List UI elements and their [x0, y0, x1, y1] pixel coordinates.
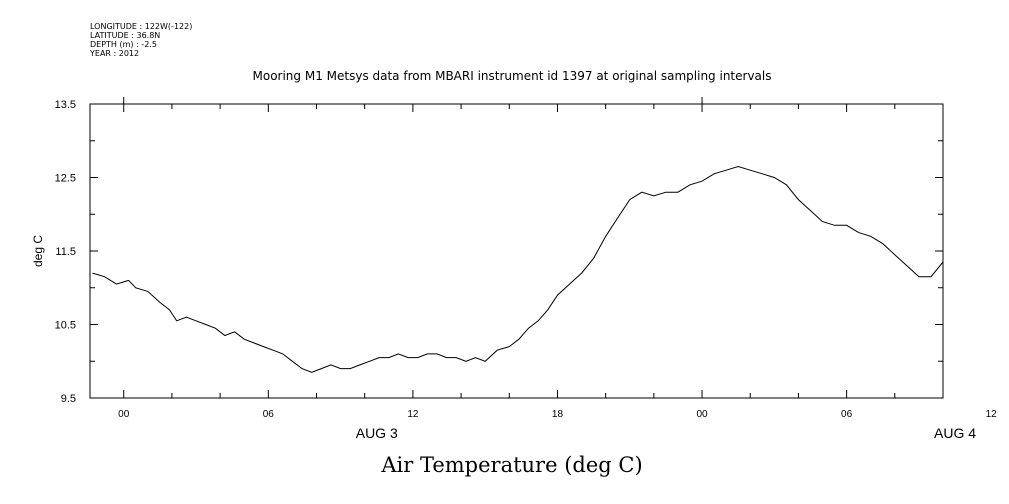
date-label: AUG 3 — [356, 425, 398, 441]
y-tick-label: 12.5 — [55, 173, 76, 185]
plot-frame — [89, 103, 944, 399]
x-tick-label: 06 — [841, 409, 853, 420]
x-tick-label: 12 — [986, 409, 998, 420]
latitude-label: LATITUDE : 36.8N — [90, 31, 161, 40]
x-axis-title: Air Temperature (deg C) — [381, 453, 643, 477]
chart-title: Mooring M1 Metsys data from MBARI instru… — [252, 69, 772, 83]
metadata-block: LONGITUDE : 122W(-122) LATITUDE : 36.8N … — [90, 22, 192, 58]
depth-label: DEPTH (m) : -2.5 — [90, 40, 157, 49]
y-tick-label: 10.5 — [55, 320, 76, 332]
date-label: AUG 4 — [934, 425, 976, 441]
year-label: YEAR : 2012 — [90, 49, 140, 58]
longitude-label: LONGITUDE : 122W(-122) — [90, 22, 193, 31]
x-tick-label: 12 — [407, 409, 419, 420]
y-tick-label: 13.5 — [55, 99, 76, 111]
x-tick-label: 00 — [118, 409, 130, 420]
y-axis-label: deg C — [31, 235, 45, 267]
x-tick-label: 06 — [263, 409, 275, 420]
y-tick-label: 11.5 — [55, 246, 76, 258]
y-tick-label: 9.5 — [61, 393, 76, 405]
x-tick-label: 00 — [696, 409, 708, 420]
x-tick-label: 18 — [552, 409, 564, 420]
air-temperature-series-line — [92, 165, 944, 373]
